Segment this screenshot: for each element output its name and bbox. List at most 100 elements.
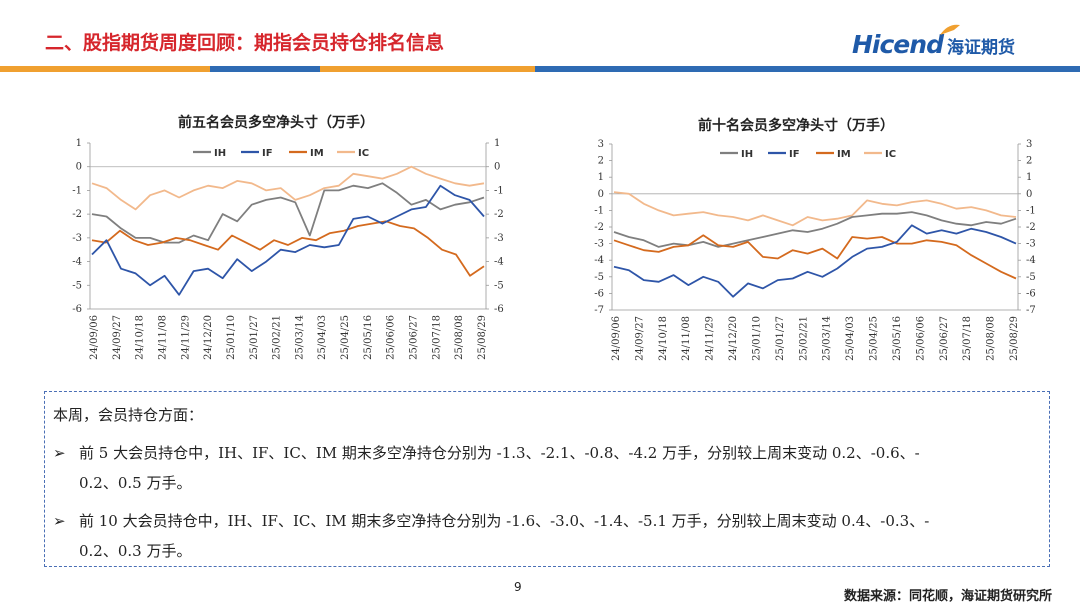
y-tick-label-left: -5 (72, 280, 82, 291)
logo-brand-cn: 海证期货 (946, 38, 1015, 58)
x-tick-label: 24/12/20 (203, 315, 214, 360)
y-tick-label-left: -5 (594, 272, 604, 283)
summary-bullet-1-line2: 0.2、0.5 万手。 (79, 474, 192, 492)
y-tick-label-left: -2 (594, 222, 604, 233)
y-tick-label-right: 1 (494, 138, 500, 149)
page-number: 9 (514, 580, 522, 594)
x-tick-label: 24/11/08 (681, 316, 692, 361)
x-tick-label: 24/12/20 (728, 316, 739, 361)
logo-swoosh-icon (940, 24, 960, 35)
series-line-ih (613, 211, 1017, 248)
y-tick-label-right: -3 (1026, 239, 1036, 250)
x-tick-label: 24/09/27 (112, 315, 123, 360)
y-tick-label-right: -3 (494, 233, 504, 244)
x-tick-label: 24/11/29 (705, 316, 716, 361)
series-line-if (613, 224, 1017, 298)
x-tick-label: 25/01/27 (775, 316, 786, 361)
chart-2-plot: 3 3 2 2 1 1 0 0 -1 -1 -2 -2 -3 -3 -4 -4 -5 -5 -6 -6 -7 -7 24/0… (594, 139, 1036, 361)
x-tick-label: 25/06/27 (939, 316, 950, 361)
x-tick-label: 25/05/16 (892, 316, 903, 361)
chart-2: 3 3 2 2 1 1 0 0 -1 -1 -2 -2 -3 -3 -4 -4 -5 -5 -6 -6 -7 -7 24/0… (568, 134, 1050, 378)
summary-intro: 本周，会员持仓方面： (53, 406, 204, 424)
summary-bullet-2-line1: 前 10 大会员持仓中，IH、IF、IC、IM 期末多空净持仓分别为 -1.6、… (79, 512, 930, 530)
x-tick-label: 24/11/29 (180, 315, 191, 360)
series-line-ic (91, 165, 485, 211)
summary-bullet-1: ➢ 前 5 大会员持仓中，IH、IF、IC、IM 期末多空净持仓分别为 -1.3、… (53, 438, 1043, 498)
x-tick-label: 25/08/08 (986, 316, 997, 361)
x-tick-label: 25/07/18 (962, 316, 973, 361)
y-tick-label-left: -2 (72, 209, 82, 220)
x-tick-label: 25/08/08 (454, 315, 465, 360)
x-tick-label: 25/02/21 (272, 315, 283, 360)
legend-label-im: IM (837, 149, 851, 160)
x-tick-label: 25/04/03 (845, 316, 856, 361)
x-tick-label: 25/03/14 (294, 315, 305, 360)
y-tick-label-right: -1 (494, 185, 504, 196)
header-divider (0, 66, 1080, 72)
x-tick-label: 25/04/25 (340, 315, 351, 360)
arrow-bullet-icon: ➢ (53, 444, 66, 462)
legend-label-ih: IH (214, 148, 226, 159)
legend-label-ic: IC (885, 149, 896, 160)
y-tick-label-left: -3 (594, 239, 604, 250)
logo: Hicend 海证期货 (852, 24, 1015, 59)
y-tick-label-left: -6 (72, 304, 82, 315)
x-tick-label: 25/04/25 (869, 316, 880, 361)
summary-bullet-2: ➢ 前 10 大会员持仓中，IH、IF、IC、IM 期末多空净持仓分别为 -1.6… (53, 506, 1043, 566)
y-tick-label-right: -4 (494, 257, 504, 268)
x-tick-label: 24/11/08 (157, 315, 168, 360)
series-line-ih (91, 182, 485, 244)
legend-label-im: IM (310, 148, 324, 159)
legend-label-ih: IH (741, 149, 753, 160)
x-tick-label: 25/04/03 (317, 315, 328, 360)
x-tick-label: 25/05/16 (363, 315, 374, 360)
x-tick-label: 25/07/18 (431, 315, 442, 360)
x-tick-label: 24/09/27 (634, 316, 645, 361)
y-tick-label-left: 3 (598, 139, 604, 150)
x-tick-label: 25/08/29 (477, 315, 488, 360)
y-tick-label-left: -6 (594, 288, 604, 299)
y-tick-label-left: 0 (76, 162, 82, 173)
x-tick-label: 24/09/06 (89, 315, 100, 360)
y-tick-label-right: -7 (1026, 305, 1036, 316)
y-tick-label-left: -4 (72, 257, 82, 268)
y-tick-label-right: 3 (1026, 139, 1032, 150)
summary-bullet-1-line1: 前 5 大会员持仓中，IH、IF、IC、IM 期末多空净持仓分别为 -1.3、-… (79, 444, 920, 462)
y-tick-label-right: 0 (494, 162, 500, 173)
x-tick-label: 24/09/06 (611, 316, 622, 361)
x-tick-label: 25/06/06 (915, 316, 926, 361)
y-tick-label-right: -5 (494, 280, 504, 291)
summary-box: 本周，会员持仓方面： ➢ 前 5 大会员持仓中，IH、IF、IC、IM 期末多空净… (44, 391, 1050, 567)
y-tick-label-right: -6 (494, 304, 504, 315)
y-tick-label-right: -5 (1026, 272, 1036, 283)
x-tick-label: 25/06/27 (409, 315, 420, 360)
legend-label-if: IF (789, 149, 800, 160)
y-tick-label-right: -1 (1026, 205, 1036, 216)
y-tick-label-left: 0 (598, 189, 604, 200)
y-tick-label-right: -6 (1026, 288, 1036, 299)
x-tick-label: 25/01/27 (249, 315, 260, 360)
chart-1-title: 前五名会员多空净头寸（万手） (178, 115, 374, 131)
y-tick-label-right: 2 (1026, 156, 1032, 167)
page-title: 二、股指期货周度回顾：期指会员持仓排名信息 (45, 32, 445, 54)
series-line-ic (613, 191, 1017, 227)
legend-label-if: IF (262, 148, 273, 159)
y-tick-label-left: 1 (76, 138, 82, 149)
x-tick-label: 25/02/21 (798, 316, 809, 361)
y-tick-label-left: 2 (598, 156, 604, 167)
chart-1-plot: 1 1 0 0 -1 -1 -2 -2 -3 -3 -4 -4 -5 -5 -6 -6 24/09/06 24/0… (72, 138, 504, 360)
y-tick-label-left: 1 (598, 172, 604, 183)
y-tick-label-right: -2 (494, 209, 504, 220)
y-tick-label-left: -7 (594, 305, 604, 316)
x-tick-label: 25/01/10 (751, 316, 762, 361)
summary-bullet-2-line2: 0.2、0.3 万手。 (79, 542, 192, 560)
y-tick-label-left: -1 (594, 205, 604, 216)
y-tick-label-right: -4 (1026, 255, 1036, 266)
series-line-im (91, 220, 485, 277)
series-line-if (91, 184, 485, 296)
chart-1: 1 1 0 0 -1 -1 -2 -2 -3 -3 -4 -4 -5 -5 -6 -6 24/09/06 24/0… (44, 133, 532, 378)
data-source: 数据来源：同花顺，海证期货研究所 (843, 589, 1052, 604)
y-tick-label-left: -3 (72, 233, 82, 244)
y-tick-label-right: -2 (1026, 222, 1036, 233)
series-line-im (613, 234, 1017, 280)
